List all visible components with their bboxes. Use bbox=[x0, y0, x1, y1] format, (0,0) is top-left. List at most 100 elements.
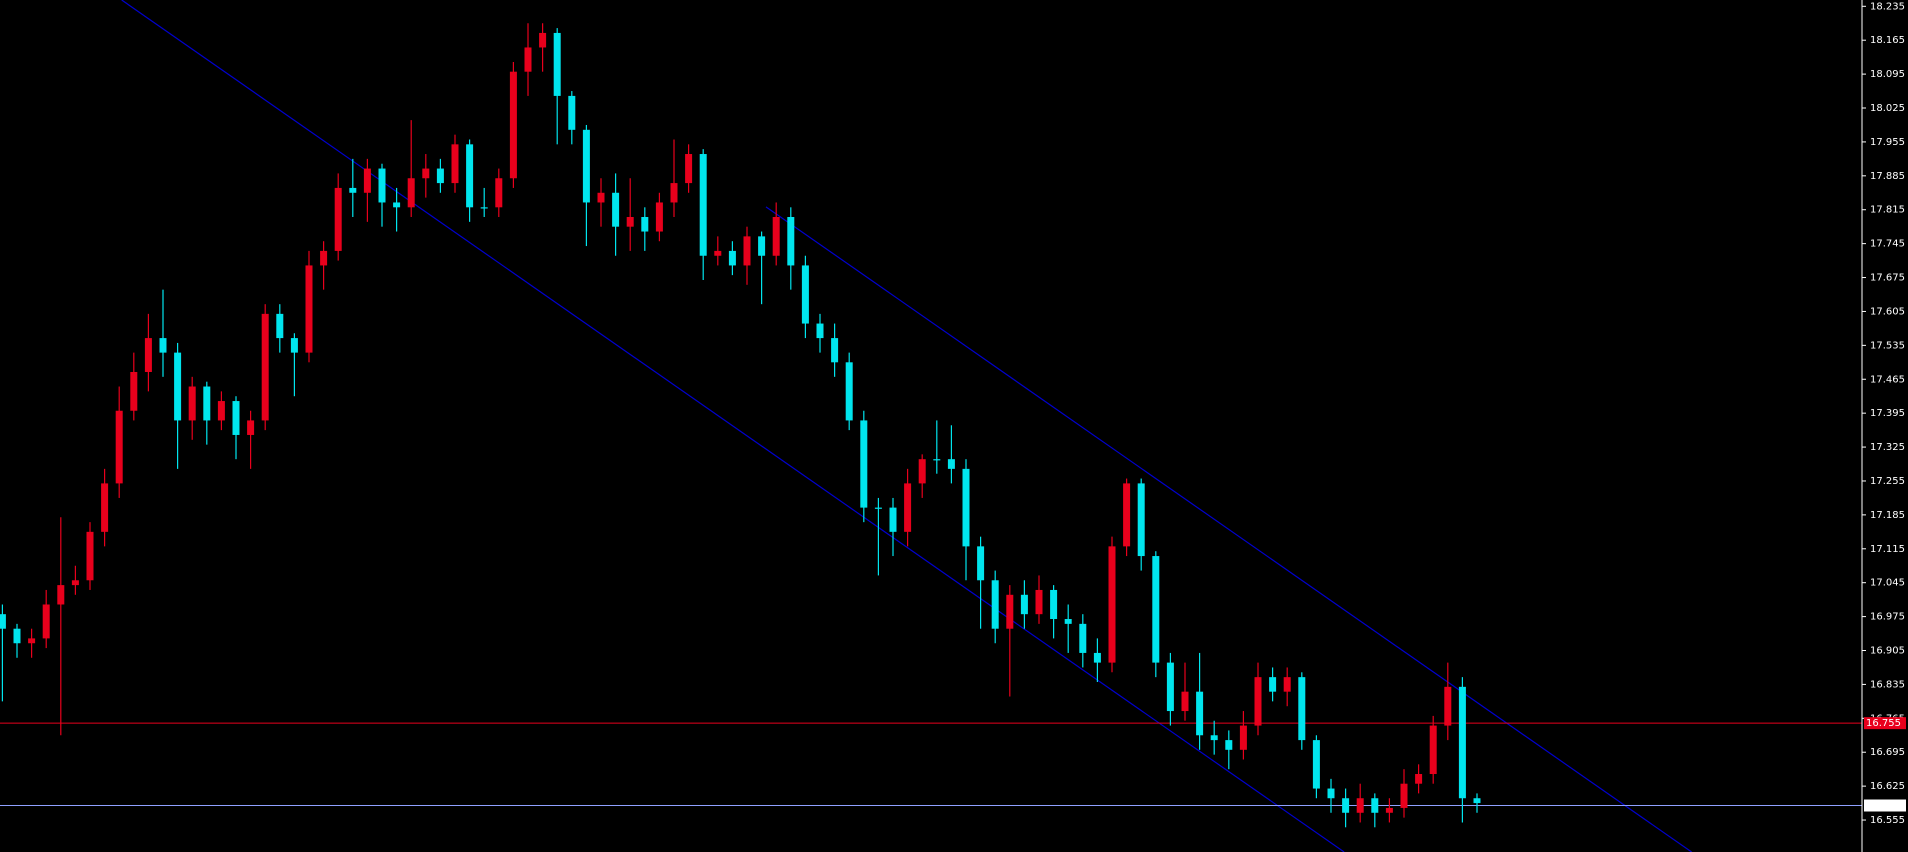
y-tick-label: 17.045 bbox=[1870, 578, 1905, 589]
y-tick-label: 17.185 bbox=[1870, 510, 1905, 521]
y-tick-label: 18.165 bbox=[1870, 35, 1905, 46]
candle-body bbox=[466, 144, 474, 208]
candle-body bbox=[699, 154, 707, 256]
candle-body bbox=[305, 265, 313, 353]
candle-body bbox=[568, 95, 576, 130]
candle-body bbox=[787, 216, 795, 266]
candle-body bbox=[1225, 740, 1233, 750]
candle-body bbox=[1283, 677, 1291, 692]
candle-body bbox=[743, 236, 751, 266]
y-tick-label: 17.325 bbox=[1870, 442, 1905, 453]
candle-body bbox=[1020, 594, 1028, 615]
candle-body bbox=[1473, 798, 1481, 804]
candle-body bbox=[1254, 677, 1262, 726]
candle-body bbox=[86, 531, 94, 581]
candle-body bbox=[1093, 652, 1101, 663]
y-tick-label: 16.975 bbox=[1870, 612, 1905, 623]
candle-body bbox=[232, 401, 240, 435]
candle-body bbox=[685, 154, 693, 184]
candle-body bbox=[1356, 798, 1364, 813]
candle-body bbox=[1415, 774, 1423, 784]
candle-body bbox=[1312, 740, 1320, 789]
price-level-box bbox=[1864, 717, 1906, 730]
candle-body bbox=[1079, 623, 1087, 653]
candle-body bbox=[728, 250, 736, 266]
candle-body bbox=[509, 71, 517, 179]
candle-body bbox=[758, 236, 766, 256]
candle-body bbox=[816, 323, 824, 339]
candle-body bbox=[42, 604, 50, 639]
candle-body bbox=[918, 459, 926, 484]
y-tick-label: 17.815 bbox=[1870, 205, 1905, 216]
candle-body bbox=[1108, 546, 1116, 663]
candle-body bbox=[1035, 589, 1043, 615]
plot-area bbox=[0, 0, 1862, 852]
y-tick-label: 16.625 bbox=[1870, 781, 1905, 792]
y-tick-label: 18.095 bbox=[1870, 69, 1905, 80]
candle-body bbox=[947, 459, 955, 469]
candle-body bbox=[1269, 677, 1277, 692]
candle-body bbox=[1429, 725, 1437, 775]
candle-body bbox=[889, 507, 897, 532]
candle-body bbox=[860, 420, 868, 508]
candle-body bbox=[612, 192, 620, 227]
candle-body bbox=[71, 580, 79, 586]
candle-body bbox=[1181, 691, 1189, 712]
candle-body bbox=[451, 144, 459, 184]
candle-body bbox=[991, 580, 999, 629]
candle-body bbox=[1050, 589, 1058, 620]
y-tick-label: 17.465 bbox=[1870, 374, 1905, 385]
candle-body bbox=[553, 32, 561, 96]
price-level-box bbox=[1864, 799, 1906, 812]
candle-body bbox=[378, 168, 386, 203]
candle-body bbox=[539, 32, 547, 48]
candle-body bbox=[174, 352, 182, 421]
candle-body bbox=[1137, 483, 1145, 557]
candle-body bbox=[276, 313, 284, 339]
candle-body bbox=[334, 187, 342, 251]
candle-body bbox=[422, 168, 430, 179]
candle-body bbox=[641, 216, 649, 232]
trendline bbox=[121, 0, 1345, 852]
candle-body bbox=[28, 638, 36, 644]
candle-body bbox=[1166, 662, 1174, 712]
price-level-label: 16.585 bbox=[1866, 801, 1901, 812]
y-tick-label: 16.695 bbox=[1870, 747, 1905, 758]
y-tick-label: 16.835 bbox=[1870, 679, 1905, 690]
candle-body bbox=[13, 628, 21, 644]
candle-body bbox=[290, 338, 298, 353]
candle-body bbox=[115, 410, 123, 484]
candle-body bbox=[1123, 483, 1131, 547]
candle-body bbox=[831, 338, 839, 363]
candle-body bbox=[1006, 594, 1014, 629]
candle-body bbox=[436, 168, 444, 184]
y-tick-label: 17.955 bbox=[1870, 137, 1905, 148]
candle-body bbox=[495, 178, 503, 208]
candle-body bbox=[1444, 686, 1452, 726]
candle-body bbox=[845, 362, 853, 421]
candle-body bbox=[203, 386, 211, 421]
candle-body bbox=[670, 183, 678, 203]
candle-body bbox=[407, 178, 415, 208]
y-tick-label: 18.025 bbox=[1870, 103, 1905, 114]
candle-body bbox=[772, 216, 780, 256]
candle-body bbox=[1371, 798, 1379, 813]
candle-body bbox=[1458, 686, 1466, 799]
candle-body bbox=[349, 187, 357, 193]
candle-body bbox=[874, 507, 882, 509]
y-tick-label: 16.905 bbox=[1870, 646, 1905, 657]
candle-body bbox=[393, 202, 401, 208]
candle-body bbox=[101, 483, 109, 532]
y-tick-label: 16.555 bbox=[1870, 815, 1905, 826]
candle-body bbox=[144, 338, 152, 372]
candle-body bbox=[655, 202, 663, 232]
candle-body bbox=[247, 420, 255, 435]
y-tick-label: 17.535 bbox=[1870, 340, 1905, 351]
y-tick-label: 17.885 bbox=[1870, 171, 1905, 182]
candle-body bbox=[1152, 556, 1160, 663]
candle-body bbox=[159, 338, 167, 353]
price-level-label: 16.755 bbox=[1866, 718, 1901, 729]
candle-body bbox=[904, 483, 912, 532]
candle-body bbox=[714, 250, 722, 256]
